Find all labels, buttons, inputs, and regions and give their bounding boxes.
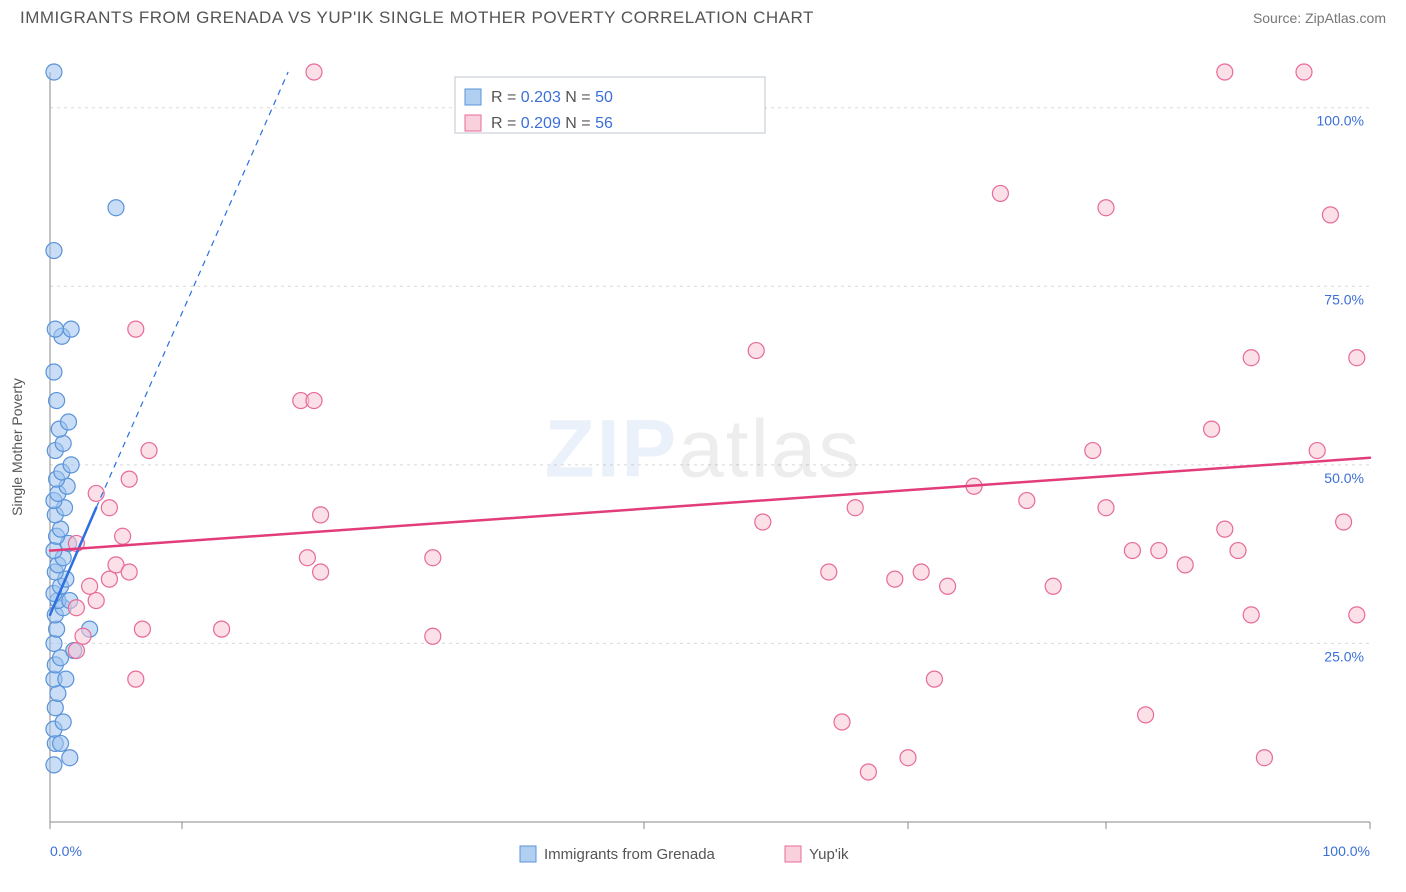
svg-text:R = 0.203 N = 50: R = 0.203 N = 50 <box>491 89 613 106</box>
svg-text:0.0%: 0.0% <box>50 843 82 859</box>
svg-text:25.0%: 25.0% <box>1324 648 1364 664</box>
svg-text:50.0%: 50.0% <box>1324 470 1364 486</box>
chart-source: Source: ZipAtlas.com <box>1253 10 1386 26</box>
svg-text:Immigrants from Grenada: Immigrants from Grenada <box>544 846 716 863</box>
chart-header: IMMIGRANTS FROM GRENADA VS YUP'IK SINGLE… <box>0 0 1406 32</box>
scatter-chart: 25.0% 50.0% 75.0% 100.0% 0.0% 100.0% Single Mo… <box>0 32 1406 882</box>
svg-text:Yup'ik: Yup'ik <box>809 846 849 863</box>
svg-text:100.0%: 100.0% <box>1323 843 1370 859</box>
chart-area: ZIPatlas 25.0%50.0%75.0%100.0%0.0%100.0%… <box>0 32 1406 882</box>
svg-text:100.0%: 100.0% <box>1317 113 1364 129</box>
svg-text:75.0%: 75.0% <box>1324 291 1364 307</box>
svg-text:Single Mother Poverty: Single Mother Poverty <box>9 378 25 516</box>
svg-text:R = 0.209 N = 56: R = 0.209 N = 56 <box>491 115 613 132</box>
chart-title: IMMIGRANTS FROM GRENADA VS YUP'IK SINGLE… <box>20 8 814 28</box>
